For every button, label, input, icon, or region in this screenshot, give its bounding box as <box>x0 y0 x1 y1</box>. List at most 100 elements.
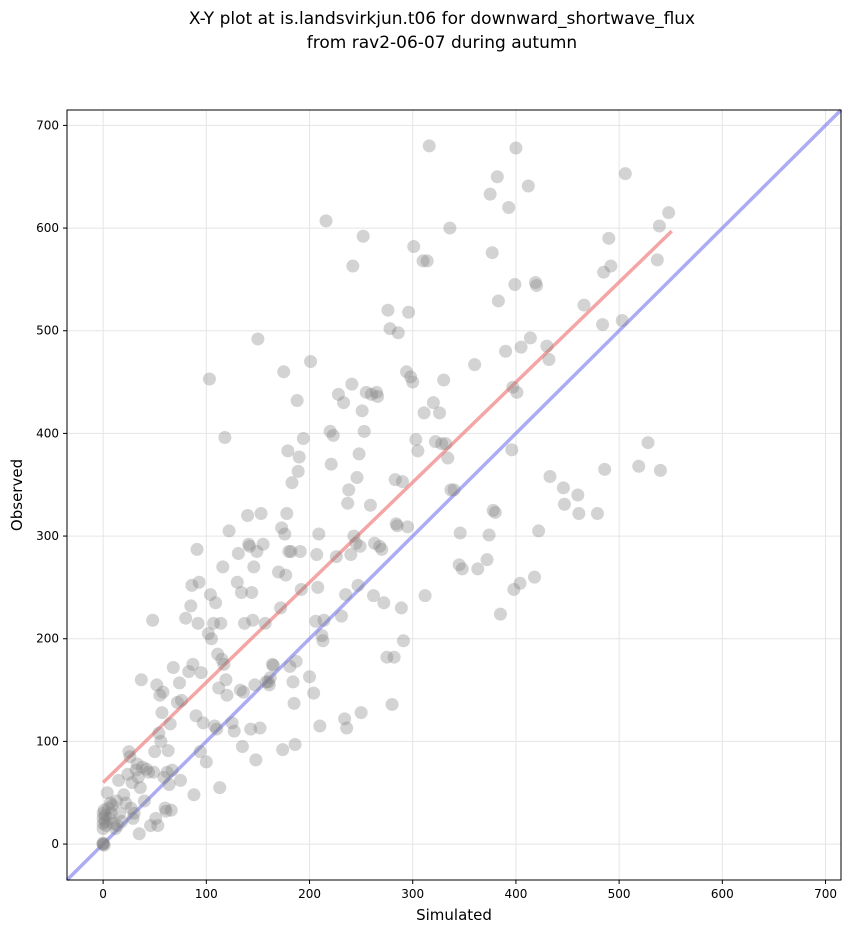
data-point <box>146 613 160 627</box>
data-point <box>453 526 467 540</box>
data-point <box>282 544 296 558</box>
data-point <box>352 447 366 461</box>
data-point <box>286 675 300 689</box>
data-point <box>340 721 354 735</box>
data-point <box>341 496 355 510</box>
data-point <box>121 767 135 781</box>
data-point <box>157 770 171 784</box>
data-point <box>158 801 172 815</box>
one-to-one-line <box>65 108 843 882</box>
data-point <box>530 279 544 293</box>
data-point <box>246 613 260 627</box>
data-point <box>482 528 496 542</box>
x-tick-label: 100 <box>195 887 218 901</box>
data-point <box>209 596 223 610</box>
data-point <box>389 517 403 531</box>
data-point <box>532 524 546 538</box>
data-point <box>447 483 461 497</box>
data-point <box>125 775 139 789</box>
data-point <box>455 562 469 576</box>
data-point <box>142 765 156 779</box>
data-point <box>444 483 458 497</box>
data-point <box>234 586 248 600</box>
data-point <box>147 765 161 779</box>
data-point <box>387 650 401 664</box>
data-point <box>509 141 523 155</box>
data-point <box>163 717 177 731</box>
data-point <box>266 658 280 672</box>
data-point <box>161 744 175 758</box>
data-point <box>194 666 208 680</box>
data-point <box>303 670 317 684</box>
data-point <box>150 678 164 692</box>
data-point <box>279 568 293 582</box>
data-point <box>485 246 499 260</box>
data-point <box>527 570 541 584</box>
y-tick-label: 500 <box>36 324 59 338</box>
data-point <box>208 719 222 733</box>
line-layer <box>65 108 843 882</box>
data-point <box>344 548 358 562</box>
data-point <box>556 481 570 495</box>
data-point <box>542 352 556 366</box>
data-point <box>285 476 299 490</box>
data-point <box>294 582 308 596</box>
data-point <box>160 765 174 779</box>
data-point <box>417 406 431 420</box>
data-point <box>326 428 340 442</box>
data-point <box>317 613 331 627</box>
x-tick-label: 0 <box>99 887 107 901</box>
data-point <box>395 475 409 489</box>
data-point <box>598 462 612 476</box>
data-point <box>278 527 292 541</box>
data-point <box>248 678 262 692</box>
data-point <box>211 647 225 661</box>
data-point <box>468 358 482 372</box>
data-point <box>618 167 632 181</box>
data-point <box>493 607 507 621</box>
data-point <box>103 796 117 810</box>
data-point <box>391 326 405 340</box>
data-point <box>96 837 110 851</box>
data-point <box>652 219 666 233</box>
data-point <box>506 380 520 394</box>
data-point <box>97 803 111 817</box>
data-point <box>129 763 143 777</box>
y-tick-label: 100 <box>36 734 59 748</box>
data-point <box>540 339 554 353</box>
data-point <box>243 539 257 553</box>
data-point <box>102 811 116 825</box>
data-point <box>604 259 618 273</box>
data-point <box>148 745 162 759</box>
data-point <box>662 206 676 220</box>
x-tick-label: 600 <box>711 887 734 901</box>
data-point <box>572 506 586 520</box>
data-point <box>96 822 110 836</box>
data-point <box>104 806 118 820</box>
data-point <box>164 803 178 817</box>
data-point <box>253 721 267 735</box>
data-point <box>280 506 294 520</box>
data-point <box>407 240 421 254</box>
data-point <box>338 712 352 726</box>
data-point <box>292 450 306 464</box>
data-point <box>106 817 120 831</box>
data-point <box>351 578 365 592</box>
data-point <box>289 654 303 668</box>
data-point <box>172 676 186 690</box>
data-point <box>262 678 276 692</box>
data-point <box>111 819 125 833</box>
data-point <box>192 575 206 589</box>
data-point <box>162 778 176 792</box>
data-point <box>212 681 226 695</box>
chart-title-line1: X-Y plot at is.landsvirkjun.t06 for down… <box>189 9 695 29</box>
data-point <box>337 396 351 410</box>
data-point <box>134 673 148 687</box>
data-point <box>105 798 119 812</box>
data-point <box>416 254 430 268</box>
data-point <box>349 536 363 550</box>
data-point <box>345 377 359 391</box>
data-point <box>507 582 521 596</box>
y-tick-label: 200 <box>36 632 59 646</box>
data-point <box>420 254 434 268</box>
